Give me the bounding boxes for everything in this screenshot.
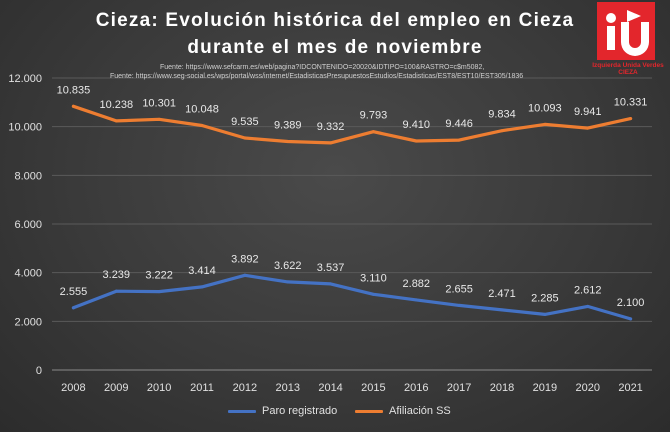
x-tick-label: 2013 [275,382,299,394]
data-point [114,119,118,123]
logo-text-1: Izquierda Unida Verdes [592,62,664,69]
data-point [586,126,590,130]
data-label: 3.222 [145,270,173,282]
data-point [114,289,118,293]
data-label: 2.285 [531,292,559,304]
data-point [629,317,633,321]
x-tick-label: 2015 [361,382,385,394]
series-line-afiliacion [71,104,633,145]
x-axis-ticks: 2008 2009 2010 2011 2012 2013 2014 2015 2016 2017… [61,382,643,394]
data-point [457,303,461,307]
data-point [457,138,461,142]
data-label: 9.410 [403,119,431,131]
x-tick-label: 2018 [490,382,514,394]
data-point [629,117,633,121]
chart-title-line-2: durante el mes de noviembre [187,37,483,58]
data-label: 9.446 [445,118,473,130]
data-label: 3.110 [360,272,387,284]
data-label: 9.834 [488,109,516,121]
data-point [157,290,161,294]
x-tick-label: 2010 [147,382,171,394]
legend-swatch-afiliacion [355,409,383,413]
data-label: 3.414 [188,265,216,277]
legend-label-paro: Paro registrado [262,405,338,417]
data-label: 10.301 [142,97,176,109]
series-line-paro [71,273,633,321]
data-label: 2.655 [445,283,473,295]
x-tick-label: 2017 [447,382,471,394]
x-tick-label: 2009 [104,382,128,394]
x-tick-label: 2016 [404,382,428,394]
data-point [414,298,418,302]
data-point [243,273,247,277]
data-point [371,130,375,134]
data-point [586,304,590,308]
data-point [329,282,333,286]
y-tick-label: 0 [36,365,42,377]
iu-logo-icon [597,2,655,60]
x-tick-label: 2014 [318,382,342,394]
logo-text-2: CIEZA [618,69,638,76]
data-point [414,139,418,143]
data-label: 9.793 [360,110,388,122]
y-tick-label: 8.000 [14,170,42,182]
data-label: 9.332 [317,121,345,133]
data-label: 10.048 [185,103,219,115]
data-point [371,292,375,296]
data-label: 3.622 [274,260,302,272]
data-point [543,312,547,316]
x-tick-label: 2008 [61,382,85,394]
data-point [286,140,290,144]
data-point [71,306,75,310]
data-point [500,308,504,312]
data-label: 3.537 [317,262,345,274]
data-label: 2.882 [403,278,431,290]
data-point [500,129,504,133]
y-tick-label: 10.000 [8,122,42,134]
data-point [329,141,333,145]
series-lines [71,104,633,321]
legend-label-afiliacion: Afiliación SS [389,405,451,417]
x-tick-label: 2019 [533,382,557,394]
data-point [243,136,247,140]
y-tick-label: 4.000 [14,268,42,280]
data-label: 9.389 [274,120,302,132]
y-tick-label: 12.000 [8,73,42,85]
data-label: 10.331 [614,97,648,109]
legend-item-paro: Paro registrado [228,403,337,419]
legend-item-afiliacion: Afiliación SS [355,403,451,419]
data-point [286,280,290,284]
data-label: 2.555 [60,286,88,298]
y-tick-label: 2.000 [14,316,42,328]
data-point [71,104,75,108]
data-label: 10.093 [528,102,562,114]
x-tick-label: 2021 [618,382,642,394]
data-point [200,285,204,289]
gridlines [52,77,652,371]
data-label: 9.535 [231,116,259,128]
iu-logo: Izquierda Unida Verdes CIEZA [591,2,665,82]
data-point [200,123,204,127]
source-note-2: Fuente: https://www.seg-social.es/wps/po… [110,73,524,80]
y-tick-label: 6.000 [14,219,42,231]
data-label: 2.100 [617,297,645,309]
data-label: 2.471 [488,288,516,300]
data-labels: 2.555 3.239 3.222 3.414 3.892 3.622 3.537 3.110… [57,84,648,309]
data-label: 2.612 [574,284,602,296]
data-label: 3.239 [103,269,131,281]
data-label: 10.238 [99,99,133,111]
data-label: 10.835 [57,84,91,96]
chart-title-line-1: Cieza: Evolución histórica del empleo en… [95,10,575,31]
y-axis-ticks: 0 2.000 4.000 6.000 8.000 10.000 12.000 [8,73,42,377]
x-tick-label: 2011 [190,382,214,394]
x-tick-label: 2020 [575,382,599,394]
source-note-1: Fuente: https://www.sefcarm.es/web/pagin… [160,64,485,71]
data-label: 3.892 [231,253,259,265]
data-label: 9.941 [574,106,602,118]
legend-swatch-paro [228,409,256,413]
data-point [543,122,547,126]
data-point [157,117,161,121]
x-tick-label: 2012 [233,382,257,394]
